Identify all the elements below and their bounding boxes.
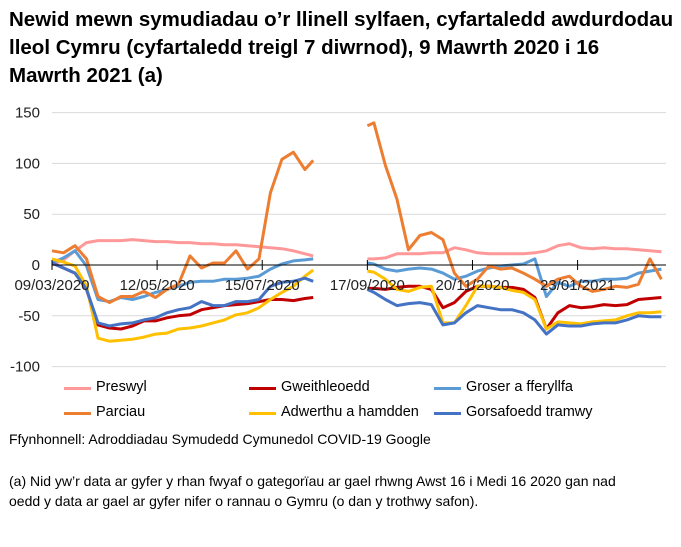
legend-swatch (434, 412, 461, 415)
legend-label: Gorsafoedd tramwy (466, 404, 593, 420)
legend-label: Adwerthu a hamdden (281, 404, 419, 420)
y-tick-label: 50 (23, 206, 40, 223)
y-tick-label: 150 (15, 105, 40, 122)
legend-label: Gweithleoedd (281, 379, 370, 395)
source-note: Ffynhonnell: Adroddiadau Symudedd Cymune… (9, 431, 431, 447)
legend-swatch (249, 387, 276, 390)
x-tick-label: 15/07/2020 (225, 277, 300, 294)
legend-swatch (64, 412, 91, 415)
x-tick-label: 17/09/2020 (330, 277, 405, 294)
series-line-3 (51, 121, 663, 305)
legend-swatch (249, 412, 276, 415)
y-tick-label: 100 (15, 155, 40, 172)
legend-swatch (64, 387, 91, 390)
y-axis-ticks: 150 100 50 0 -50 -100 (10, 105, 40, 376)
series-line-0 (51, 238, 662, 267)
legend-swatch (434, 387, 461, 390)
chart-title: Newid mewn symudiadau o’r llinell sylfae… (9, 8, 674, 87)
legend-label: Groser a fferyllfa (466, 379, 573, 395)
legend-label: Preswyl (96, 379, 147, 395)
line-chart: 150 100 50 0 -50 -100 09/03/2020 12/05/2020 15/… (10, 105, 666, 376)
y-tick-label: 0 (32, 257, 40, 274)
x-tick-label: 23/01/2021 (540, 277, 615, 294)
footnote: (a) Nid yw’r data ar gyfer y rhan fwyaf … (9, 473, 616, 509)
x-tick-label: 20/11/2020 (435, 277, 509, 294)
legend-label: Parciau (96, 404, 146, 420)
x-tick-label: 12/05/2020 (120, 277, 195, 294)
series-line-4 (51, 257, 662, 343)
y-tick-label: -100 (10, 359, 40, 376)
gridlines (52, 112, 666, 368)
series-lines (51, 121, 663, 343)
x-axis: 09/03/2020 12/05/2020 15/07/2020 17/09/2020… (14, 260, 666, 294)
x-tick-label: 09/03/2020 (14, 277, 89, 294)
series-line-5 (51, 261, 662, 336)
y-tick-label: -50 (18, 308, 40, 325)
